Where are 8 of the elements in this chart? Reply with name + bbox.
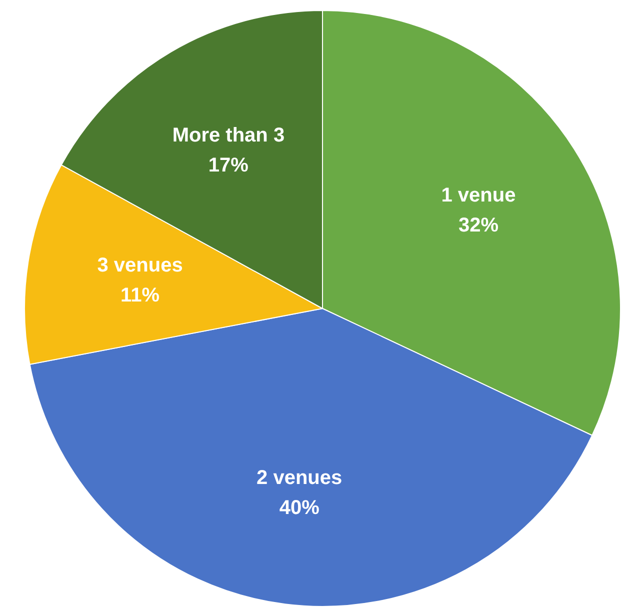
slice-label: More than 3 — [172, 124, 285, 146]
slice-label: 2 venues — [256, 466, 342, 489]
slice-label: 1 venue — [441, 184, 516, 206]
data-label: 40% — [279, 496, 320, 519]
data-label: 17% — [208, 154, 249, 176]
data-label: 11% — [120, 284, 160, 307]
slice-label: 3 venues — [97, 254, 183, 277]
data-label: 32% — [458, 214, 499, 236]
